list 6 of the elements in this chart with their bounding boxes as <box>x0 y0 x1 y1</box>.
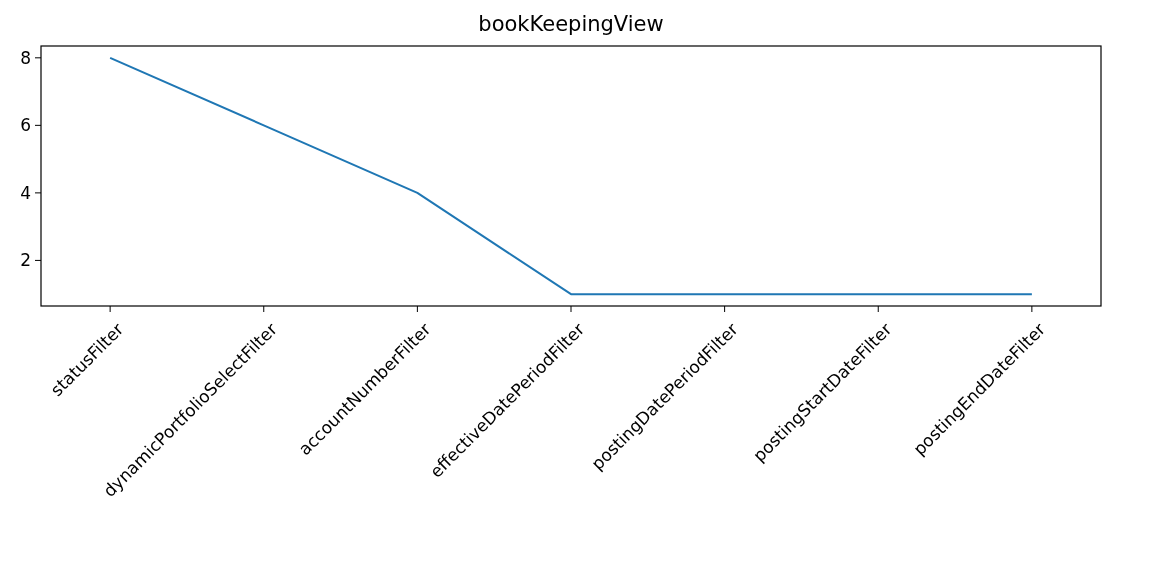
y-tick-label: 2 <box>20 250 31 271</box>
chart-title: bookKeepingView <box>478 12 664 36</box>
y-tick-label: 8 <box>20 47 31 68</box>
y-tick-label: 4 <box>20 182 31 203</box>
y-tick-label: 6 <box>20 115 31 136</box>
line-series <box>109 56 1033 296</box>
